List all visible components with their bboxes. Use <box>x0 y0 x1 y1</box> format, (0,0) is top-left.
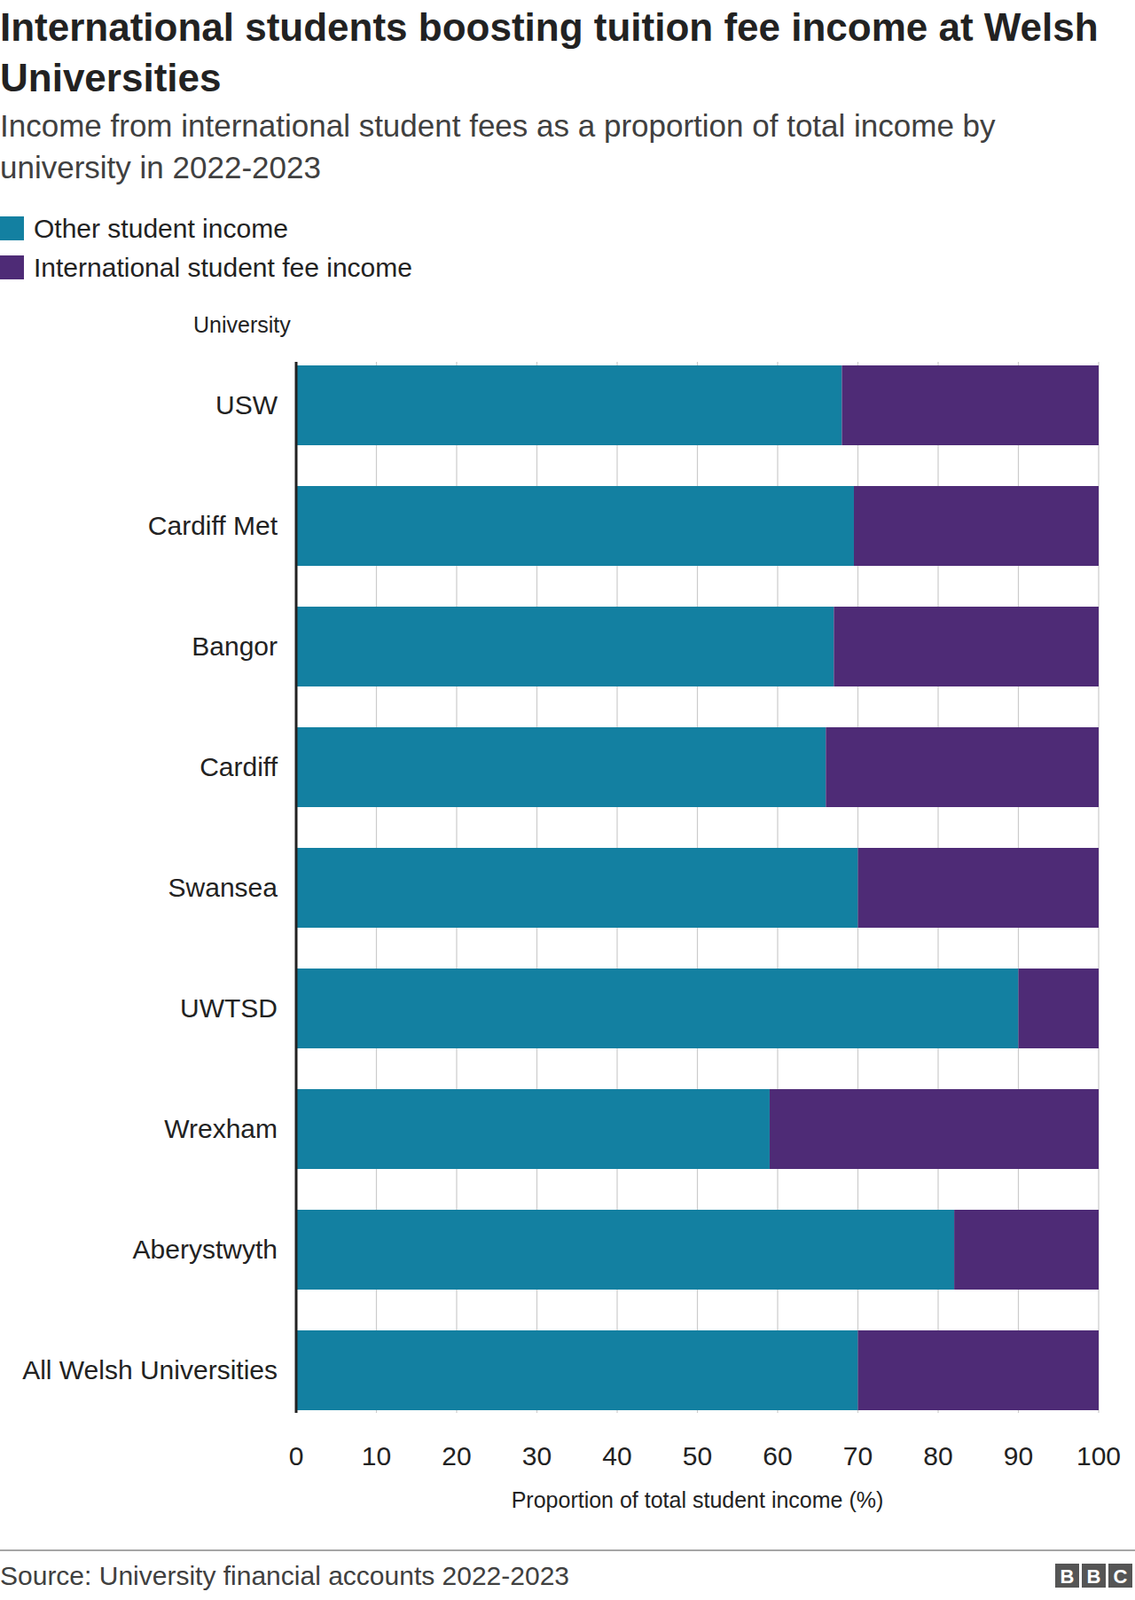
tick-label: 10 <box>361 1440 392 1471</box>
legend-swatch <box>0 255 24 280</box>
bar-segment <box>954 1209 1099 1290</box>
tick-label: 90 <box>1003 1440 1034 1471</box>
bar-segment <box>296 727 826 807</box>
y-axis-title: University <box>193 312 291 337</box>
logo-letter: B <box>1060 1565 1075 1588</box>
category-label: Swansea <box>168 872 279 902</box>
y-axis-line <box>295 361 298 1413</box>
category-label: Wrexham <box>164 1113 278 1143</box>
bar-segment <box>853 485 1099 566</box>
subtitle: Income from international student fees a… <box>0 104 1131 188</box>
bar-segment <box>296 847 859 928</box>
logo-letter: C <box>1113 1565 1128 1588</box>
category-label: Cardiff Met <box>148 510 279 541</box>
category-label: USW <box>215 390 279 420</box>
logo-box <box>1055 1563 1080 1588</box>
bar-segment <box>296 968 1019 1049</box>
tick-label: 70 <box>843 1440 873 1471</box>
tick-label: 100 <box>1076 1440 1121 1471</box>
x-axis-title: Proportion of total student income (%) <box>511 1487 885 1512</box>
category-label: Bangor <box>191 631 278 661</box>
tick-label: 40 <box>602 1440 632 1471</box>
logo-box <box>1108 1563 1133 1588</box>
tick-label: 50 <box>682 1440 713 1471</box>
title: International students boosting tuition … <box>0 1 1109 103</box>
category-label: All Welsh Universities <box>22 1354 278 1385</box>
logo-box <box>1081 1563 1106 1588</box>
category-label: Aberystwyth <box>133 1234 278 1264</box>
bar-segment <box>858 1330 1100 1410</box>
bar-segment <box>296 606 834 687</box>
bar-segment <box>296 1209 955 1290</box>
bar-segment <box>296 485 854 566</box>
bar-segment <box>296 365 842 446</box>
logo: BBC <box>1055 1563 1133 1588</box>
bar-segment <box>769 1088 1099 1169</box>
category-label: UWTSD <box>180 993 278 1023</box>
bar-segment <box>841 365 1099 446</box>
grid <box>296 361 1099 1413</box>
legend-label: International student fee income <box>33 252 413 282</box>
category-label: Cardiff <box>199 751 278 782</box>
chart: Other student income International studen… <box>0 0 1135 1600</box>
tick-label: 20 <box>441 1440 471 1471</box>
bar-segment <box>1018 968 1100 1049</box>
tick-label: 0 <box>289 1440 305 1471</box>
source: Source: University financial accounts 20… <box>0 1560 570 1590</box>
bar-segment <box>296 1088 770 1169</box>
legend-swatch <box>0 216 24 241</box>
logo-letter: B <box>1087 1565 1102 1588</box>
grid-line <box>295 361 297 1413</box>
legend: Other student income International studen… <box>0 213 413 282</box>
bar-segment <box>296 1330 859 1410</box>
tick-label: 30 <box>522 1440 552 1471</box>
bar-segment <box>858 847 1100 928</box>
bar-segment <box>825 727 1099 807</box>
bars <box>296 365 1099 1410</box>
legend-label: Other student income <box>33 213 289 243</box>
tick-label: 60 <box>762 1440 792 1471</box>
footer-rule <box>0 1549 1135 1551</box>
bar-segment <box>833 606 1099 687</box>
tick-label: 80 <box>923 1440 953 1471</box>
